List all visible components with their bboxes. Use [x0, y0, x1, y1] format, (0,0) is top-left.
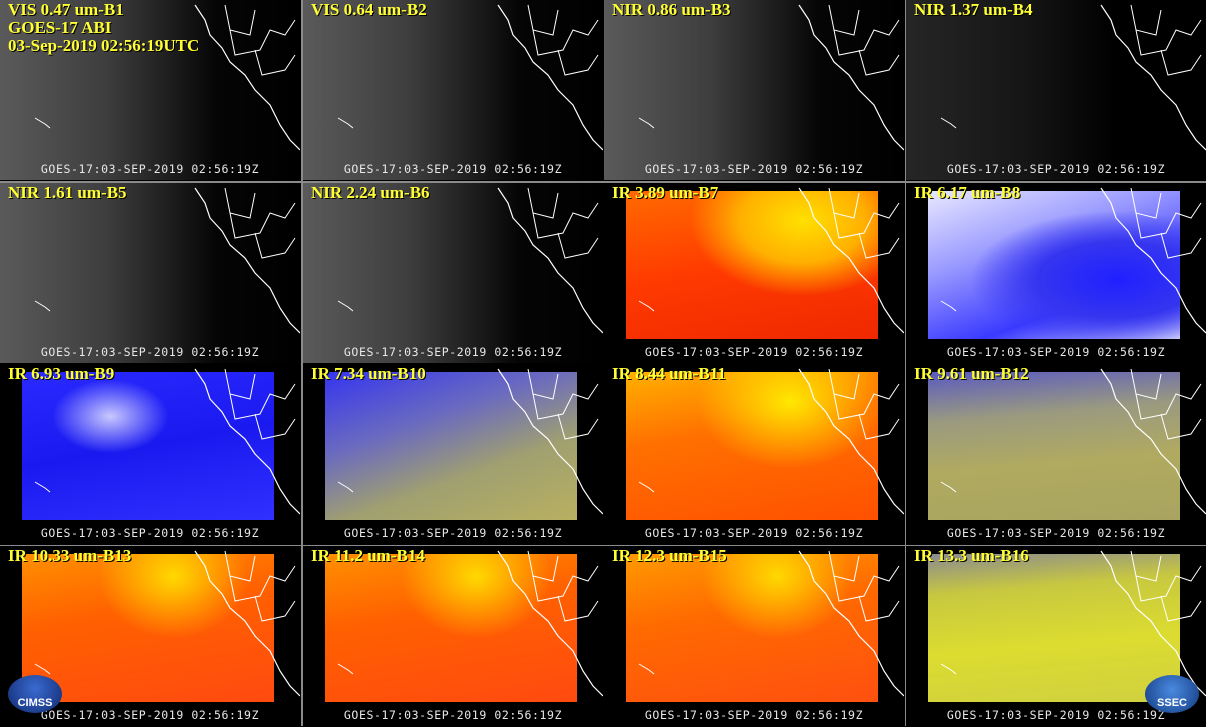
ssec-logo: SSEC	[1145, 675, 1199, 713]
satellite-panel: IR 8.44 um-B11 GOES-17:03-SEP-2019 02:56:…	[604, 364, 905, 545]
band-title: NIR 0.86 um-B3	[612, 0, 731, 19]
coastline	[337, 187, 603, 334]
timestamp: GOES-17:03-SEP-2019 02:56:19Z	[40, 162, 260, 176]
satellite-image	[22, 372, 274, 520]
satellite-panel: IR 12.3 um-B15 GOES-17:03-SEP-2019 02:56:…	[604, 546, 905, 727]
timestamp: GOES-17:03-SEP-2019 02:56:19Z	[343, 526, 563, 540]
satellite-image	[0, 0, 300, 180]
timestamp: GOES-17:03-SEP-2019 02:56:19Z	[343, 345, 563, 359]
header-line: GOES-17 ABI	[8, 18, 112, 37]
satellite-panel: NIR 1.61 um-B5 GOES-17:03-SEP-2019 02:56:…	[0, 183, 301, 364]
satellite-panel: IR 6.17 um-B8 GOES-17:03-SEP-2019 02:56:1…	[906, 183, 1206, 364]
satellite-panel: NIR 2.24 um-B6 GOES-17:03-SEP-2019 02:56:…	[303, 183, 604, 364]
coastline	[638, 4, 904, 151]
satellite-image	[626, 372, 878, 520]
satellite-image	[626, 554, 878, 702]
coastline	[34, 368, 300, 515]
satellite-panel: VIS 0.64 um-B2 GOES-17:03-SEP-2019 02:56:…	[303, 0, 604, 181]
band-title: IR 6.93 um-B9	[8, 364, 115, 383]
coastline	[940, 4, 1206, 151]
timestamp: GOES-17:03-SEP-2019 02:56:19Z	[946, 162, 1166, 176]
coastline	[34, 550, 300, 697]
cimss-logo: CIMSS	[8, 675, 62, 713]
satellite-panel: IR 6.93 um-B9 GOES-17:03-SEP-2019 02:56:1…	[0, 364, 301, 545]
timestamp: GOES-17:03-SEP-2019 02:56:19Z	[40, 345, 260, 359]
satellite-image	[928, 554, 1180, 702]
satellite-panel: VIS 0.47 um-B1 GOES-17:03-SEP-2019 02:56:…	[0, 0, 301, 181]
coastline	[34, 4, 300, 151]
band-title: IR 3.89 um-B7	[612, 183, 719, 202]
satellite-panel: IR 9.61 um-B12 GOES-17:03-SEP-2019 02:56:…	[906, 364, 1206, 545]
timestamp: GOES-17:03-SEP-2019 02:56:19Z	[644, 526, 864, 540]
coastline	[337, 550, 603, 697]
satellite-image	[906, 0, 1206, 180]
timestamp: GOES-17:03-SEP-2019 02:56:19Z	[644, 345, 864, 359]
coastline	[638, 550, 904, 697]
coastline	[638, 187, 904, 334]
satellite-panel: IR 3.89 um-B7 GOES-17:03-SEP-2019 02:56:1…	[604, 183, 905, 364]
satellite-image	[928, 191, 1180, 339]
band-title: VIS 0.64 um-B2	[311, 0, 427, 19]
satellite-image	[604, 0, 904, 180]
timestamp: GOES-17:03-SEP-2019 02:56:19Z	[40, 708, 260, 722]
band-title: NIR 1.61 um-B5	[8, 183, 127, 202]
timestamp: GOES-17:03-SEP-2019 02:56:19Z	[644, 708, 864, 722]
coastline	[940, 187, 1206, 334]
band-title: IR 12.3 um-B15	[612, 546, 727, 565]
band-title: VIS 0.47 um-B1	[8, 0, 124, 19]
satellite-panel: IR 7.34 um-B10 GOES-17:03-SEP-2019 02:56:…	[303, 364, 604, 545]
timestamp: GOES-17:03-SEP-2019 02:56:19Z	[946, 345, 1166, 359]
timestamp: GOES-17:03-SEP-2019 02:56:19Z	[644, 162, 864, 176]
satellite-image	[22, 554, 274, 702]
satellite-image	[303, 0, 603, 180]
coastline	[337, 368, 603, 515]
satellite-panel: IR 11.2 um-B14 GOES-17:03-SEP-2019 02:56:…	[303, 546, 604, 727]
coastline	[940, 368, 1206, 515]
satellite-image	[0, 183, 300, 363]
satellite-image	[626, 191, 878, 339]
timestamp: GOES-17:03-SEP-2019 02:56:19Z	[946, 526, 1166, 540]
satellite-image	[325, 554, 577, 702]
band-title: IR 9.61 um-B12	[914, 364, 1029, 383]
satellite-image	[303, 183, 603, 363]
band-title: IR 8.44 um-B11	[612, 364, 726, 383]
band-title: NIR 1.37 um-B4	[914, 0, 1033, 19]
satellite-image	[928, 372, 1180, 520]
band-title: IR 6.17 um-B8	[914, 183, 1021, 202]
coastline	[940, 550, 1206, 697]
timestamp: GOES-17:03-SEP-2019 02:56:19Z	[343, 162, 563, 176]
satellite-panel: NIR 0.86 um-B3 GOES-17:03-SEP-2019 02:56:…	[604, 0, 905, 181]
timestamp: GOES-17:03-SEP-2019 02:56:19Z	[343, 708, 563, 722]
band-title: IR 7.34 um-B10	[311, 364, 426, 383]
band-title: IR 10.33 um-B13	[8, 546, 132, 565]
satellite-image	[325, 372, 577, 520]
band-title: IR 11.2 um-B14	[311, 546, 425, 565]
coastline	[337, 4, 603, 151]
coastline	[638, 368, 904, 515]
header-line: 03-Sep-2019 02:56:19UTC	[8, 36, 200, 55]
satellite-panel: IR 13.3 um-B16 GOES-17:03-SEP-2019 02:56:…	[906, 546, 1206, 727]
timestamp: GOES-17:03-SEP-2019 02:56:19Z	[40, 526, 260, 540]
satellite-panel: IR 10.33 um-B13 GOES-17:03-SEP-2019 02:56…	[0, 546, 301, 727]
band-title: IR 13.3 um-B16	[914, 546, 1029, 565]
timestamp: GOES-17:03-SEP-2019 02:56:19Z	[946, 708, 1166, 722]
coastline	[34, 187, 300, 334]
satellite-panel: NIR 1.37 um-B4 GOES-17:03-SEP-2019 02:56:…	[906, 0, 1206, 181]
band-title: NIR 2.24 um-B6	[311, 183, 430, 202]
